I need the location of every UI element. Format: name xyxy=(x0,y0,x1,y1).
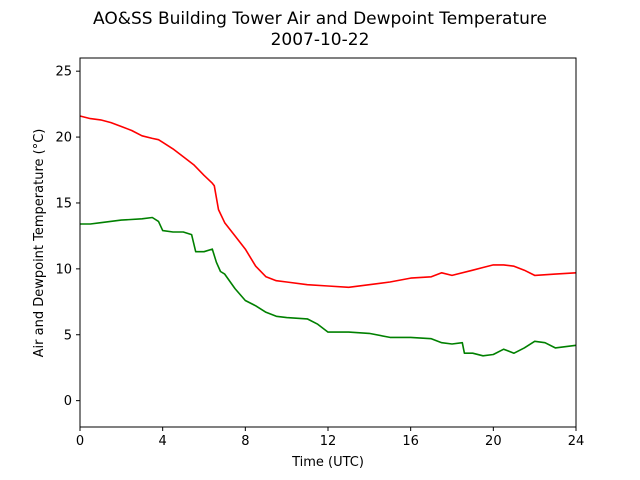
x-tick-label: 0 xyxy=(76,434,84,449)
y-axis-label: Air and Dewpoint Temperature (°C) xyxy=(32,129,47,358)
y-tick-label: 20 xyxy=(55,131,72,146)
series-line-1 xyxy=(80,216,577,357)
x-tick-label: 20 xyxy=(485,434,502,449)
plot-frame xyxy=(79,57,577,428)
chart-subtitle: 2007-10-22 xyxy=(271,30,370,50)
series-layer xyxy=(79,115,577,357)
y-tick-label: 25 xyxy=(55,65,72,80)
y-tick-label: 10 xyxy=(55,262,72,277)
x-axis-label: Time (UTC) xyxy=(291,455,364,470)
axes-layer: 0 4 8 12 16 20 24 0 5 10 15 20 25 xyxy=(55,57,585,449)
x-tick-label: 12 xyxy=(320,434,337,449)
y-tick-label: 5 xyxy=(64,328,72,343)
series-line-0 xyxy=(79,115,577,289)
x-tick-label: 24 xyxy=(568,434,585,449)
y-tick-label: 15 xyxy=(55,196,72,211)
chart-title: AO&SS Building Tower Air and Dewpoint Te… xyxy=(93,9,547,29)
x-tick-label: 8 xyxy=(241,434,249,449)
x-tick-label: 4 xyxy=(159,434,167,449)
x-tick-label: 16 xyxy=(402,434,419,449)
y-tick-label: 0 xyxy=(64,394,72,409)
